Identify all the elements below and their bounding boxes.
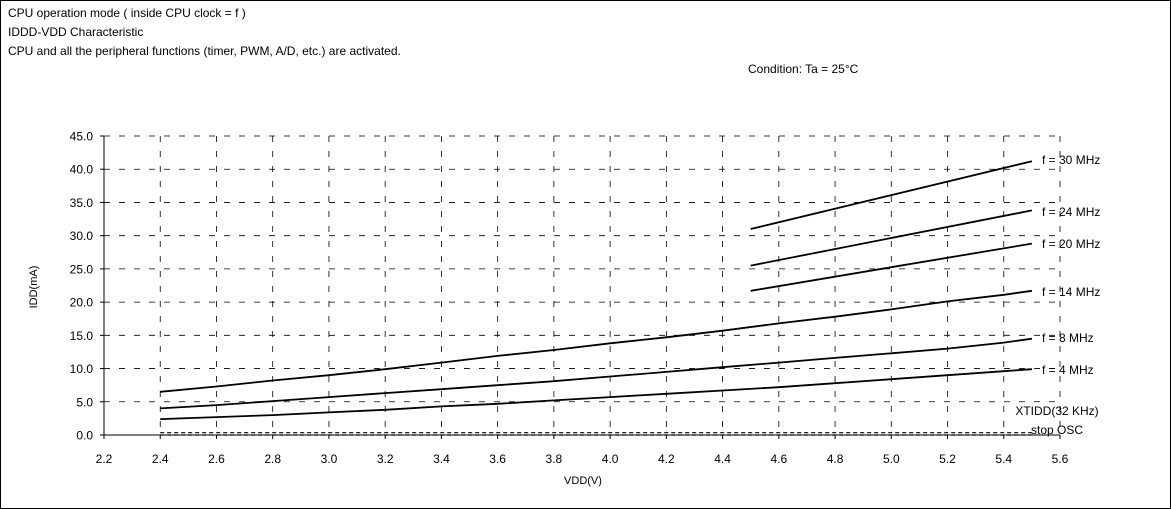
x-tick-label: 3.0 [321, 452, 338, 466]
series-line-f-4-mhz [160, 368, 1032, 420]
y-tick-label: 10.0 [70, 362, 94, 376]
series-label-f-4-mhz: f = 4 MHz [1042, 363, 1094, 377]
condition-label: Condition: Ta = 25°C [748, 62, 859, 76]
x-tick-label: 5.4 [995, 452, 1012, 466]
y-tick-label: 15.0 [70, 329, 94, 343]
x-tick-label: 3.4 [433, 452, 450, 466]
y-tick-label: 5.0 [76, 395, 93, 409]
y-tick-label: 40.0 [70, 163, 94, 177]
series-label-f-20-mhz: f = 20 MHz [1042, 237, 1100, 251]
grid [104, 135, 1061, 435]
series-label-xtidd-32-khz: XTIDD(32 KHz) [1015, 404, 1098, 418]
series-line-f-30-mhz [750, 160, 1033, 230]
y-tick-label: 20.0 [70, 296, 94, 310]
y-axis-label: IDD(mA) [28, 266, 40, 309]
x-ticks: 2.2 2.4 2.6 2.8 3.0 3.2 3.4 3.6 3.8 4.0 4.2 4.4 4.6 4… [96, 435, 1069, 466]
header-mode-title: CPU operation mode ( inside CPU clock = … [8, 6, 246, 20]
x-tick-label: 5.6 [1052, 452, 1069, 466]
y-tick-label: 35.0 [70, 196, 94, 210]
series-labels: f = 30 MHz f = 24 MHz f = 20 MHz f = 14 MHz… [1015, 153, 1100, 437]
x-tick-label: 4.0 [602, 452, 619, 466]
x-tick-label: 4.8 [827, 452, 844, 466]
series-label-stop-osc: stop OSC [1031, 423, 1083, 437]
series-label-f-30-mhz: f = 30 MHz [1042, 153, 1100, 167]
series-label-f-8-mhz: f = 8 MHz [1042, 331, 1094, 345]
x-tick-label: 2.6 [208, 452, 225, 466]
x-tick-label: 4.4 [714, 452, 731, 466]
x-tick-label: 3.6 [489, 452, 506, 466]
header-characteristic-title: IDDD-VDD Characteristic [8, 25, 144, 39]
y-ticks: 0.0 5.0 10.0 15.0 20.0 25.0 30.0 35.0 40.0 45.0 [70, 130, 104, 443]
series-label-f-24-mhz: f = 24 MHz [1042, 205, 1100, 219]
x-tick-label: 3.2 [377, 452, 394, 466]
series-line-f-20-mhz [750, 242, 1033, 292]
y-tick-label: 25.0 [70, 262, 94, 276]
y-tick-label: 30.0 [70, 229, 94, 243]
x-tick-label: 2.4 [152, 452, 169, 466]
series-line-f-14-mhz [160, 289, 1033, 393]
series-line-f-8-mhz [160, 337, 1033, 410]
x-tick-label: 3.8 [546, 452, 563, 466]
series-line-f-24-mhz [750, 209, 1033, 267]
axes [103, 136, 1060, 436]
y-tick-label: 0.0 [76, 429, 93, 443]
x-tick-label: 2.2 [96, 452, 113, 466]
x-tick-label: 4.2 [658, 452, 675, 466]
x-axis-label: VDD(V) [564, 475, 602, 487]
series-lines [160, 160, 1033, 436]
x-tick-label: 5.0 [883, 452, 900, 466]
header-peripherals-note: CPU and all the peripheral functions (ti… [8, 44, 401, 58]
y-tick-label: 45.0 [70, 130, 94, 144]
series-label-f-14-mhz: f = 14 MHz [1042, 285, 1100, 299]
x-tick-label: 5.2 [939, 452, 956, 466]
x-tick-label: 2.8 [264, 452, 281, 466]
x-tick-label: 4.6 [770, 452, 787, 466]
